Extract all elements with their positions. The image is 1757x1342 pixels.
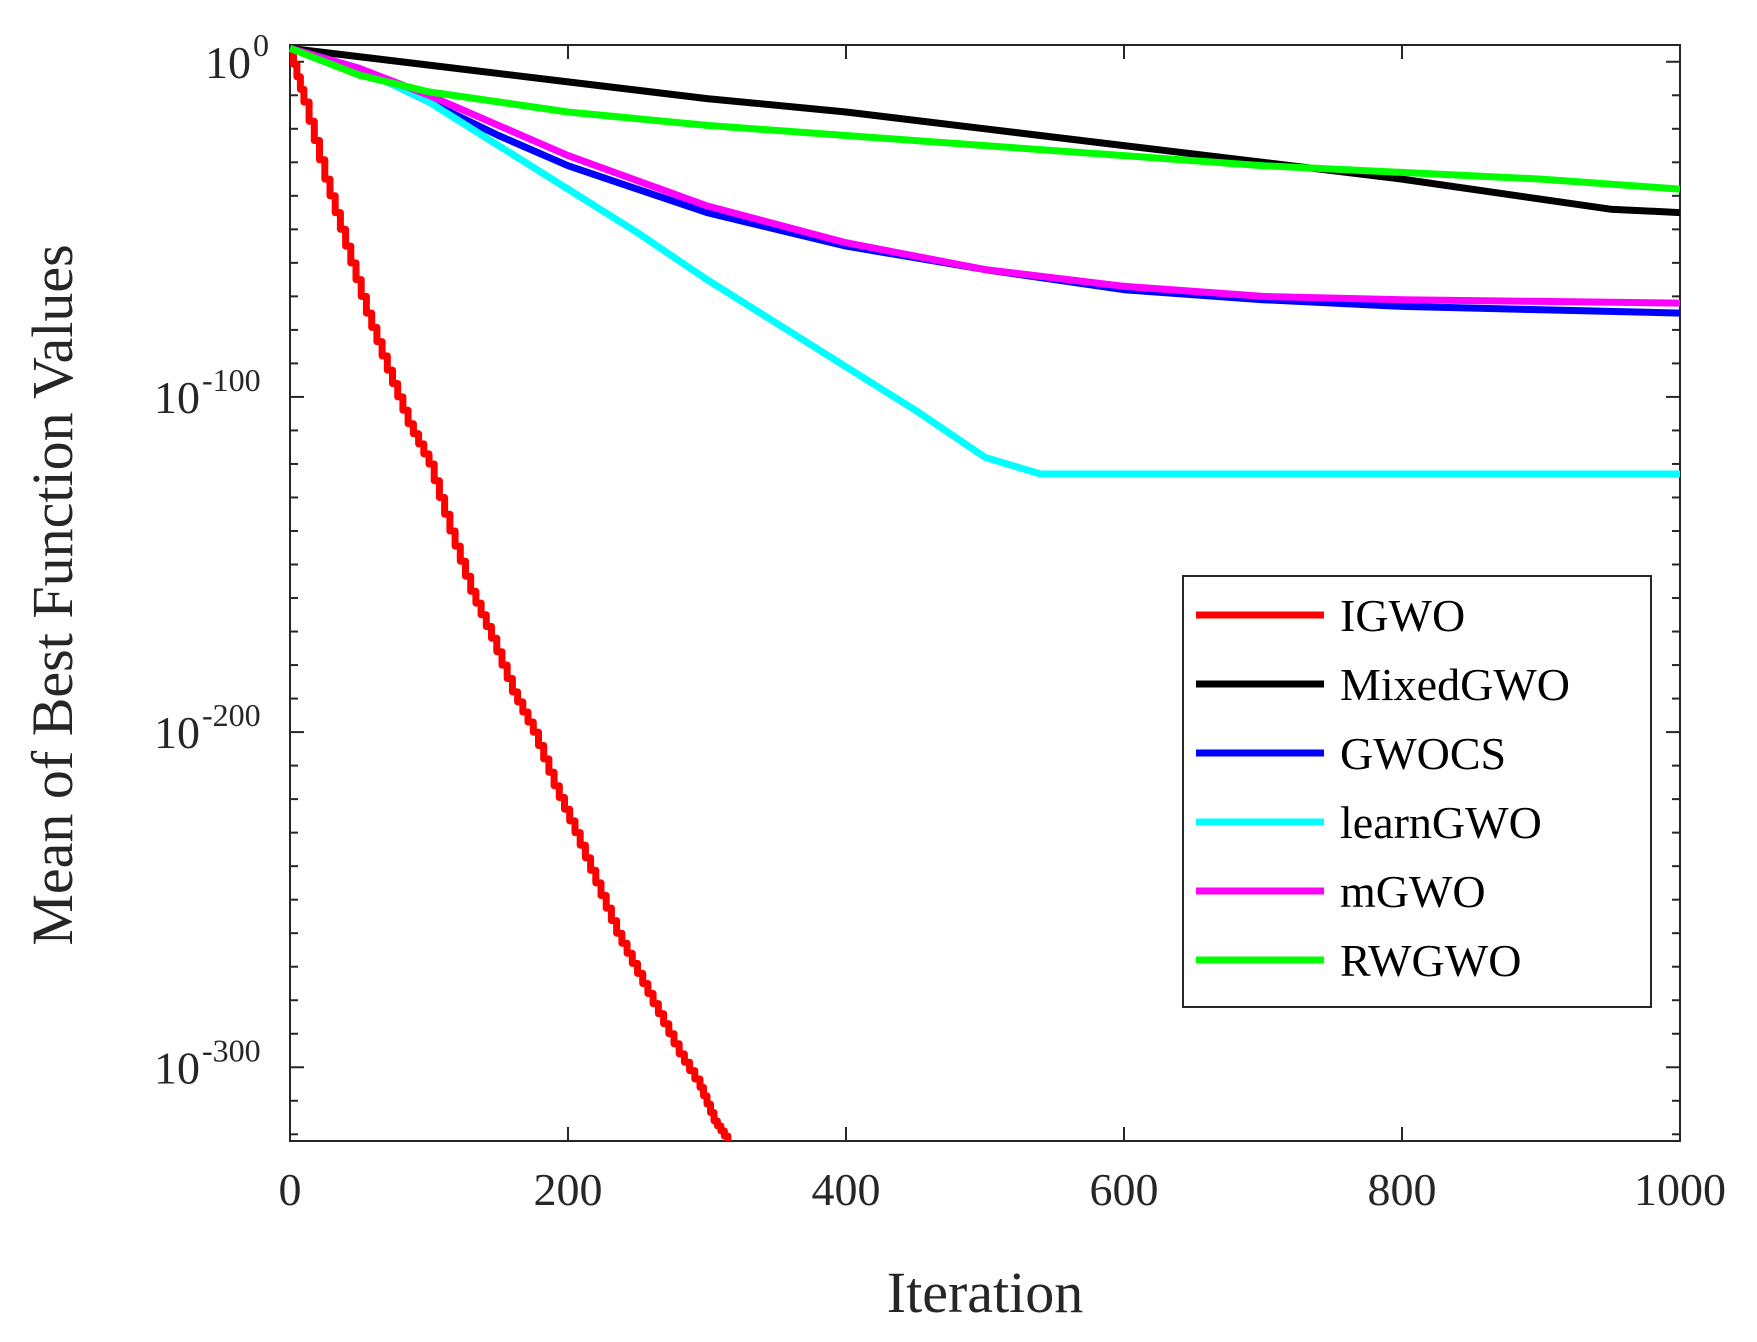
y-tick-base: 10 — [205, 37, 251, 88]
series-line-igwo — [290, 48, 732, 1141]
legend-label: mGWO — [1340, 866, 1486, 917]
legend-label: GWOCS — [1340, 728, 1506, 779]
y-tick-exponent: -200 — [202, 697, 261, 733]
y-tick-label: 10 -100 — [154, 362, 261, 423]
x-tick-label: 800 — [1368, 1164, 1437, 1215]
legend-box — [1182, 575, 1652, 1008]
x-tick-label: 400 — [812, 1164, 881, 1215]
y-axis-label: Mean of Best Function Values — [20, 244, 85, 945]
y-tick-label: 10 -300 — [154, 1032, 261, 1093]
legend-label: MixedGWO — [1340, 659, 1570, 710]
x-axis-label: Iteration — [887, 1260, 1083, 1325]
legend: IGWO MixedGWO GWOCS learnGWO mGWO RWGWO — [1182, 575, 1652, 1008]
y-tick-label: 10 0 — [205, 27, 269, 88]
y-tick-base: 10 — [154, 372, 200, 423]
series-line-learngwo — [289, 45, 1680, 478]
y-tick-exponent: 0 — [253, 27, 269, 63]
x-axis-ticks: 0 200 400 600 800 1000 — [279, 45, 1726, 1215]
legend-label: learnGWO — [1340, 797, 1542, 848]
plot-area-border — [289, 44, 1681, 1142]
legend-label: RWGWO — [1340, 935, 1521, 986]
legend-label: IGWO — [1340, 590, 1465, 641]
series-line-rwgwo — [288, 45, 1681, 193]
y-tick-exponent: -100 — [202, 362, 261, 398]
x-tick-label: 1000 — [1634, 1164, 1726, 1215]
x-tick-label: 0 — [279, 1164, 302, 1215]
y-tick-base: 10 — [154, 707, 200, 758]
series-line-mixedgwo — [289, 44, 1681, 217]
y-tick-exponent: -300 — [202, 1032, 261, 1068]
y-tick-base: 10 — [154, 1042, 200, 1093]
series-line-gwocs — [289, 45, 1681, 317]
y-tick-label: 10 -200 — [154, 697, 261, 758]
series-lines — [288, 44, 1681, 1141]
x-tick-label: 600 — [1090, 1164, 1159, 1215]
x-tick-label: 200 — [534, 1164, 603, 1215]
